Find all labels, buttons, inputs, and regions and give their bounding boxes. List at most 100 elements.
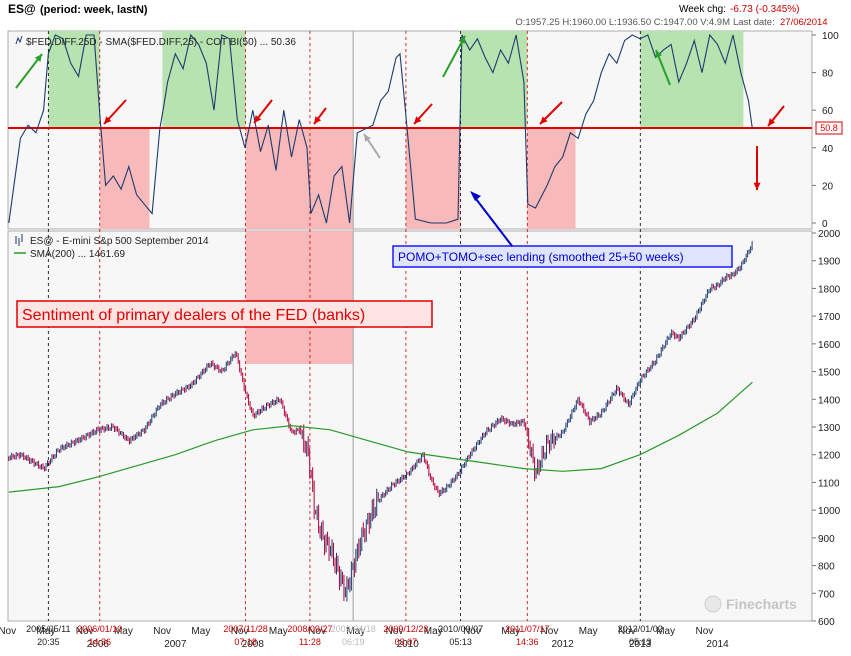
event-time-label: 20:35 bbox=[37, 637, 60, 647]
price-tick-label: 2000 bbox=[818, 229, 841, 240]
year-tick-label: 2008 bbox=[242, 639, 265, 650]
event-time-label: 03:07 bbox=[395, 637, 418, 647]
month-tick-label: May bbox=[114, 626, 133, 637]
crisis-zone bbox=[245, 231, 354, 364]
month-tick-label: May bbox=[579, 626, 598, 637]
sma-line bbox=[8, 381, 753, 493]
sell-arrow-head-icon bbox=[314, 116, 322, 124]
sell-arrow-head-icon bbox=[540, 116, 548, 124]
week-change-label: Week chg: bbox=[679, 4, 726, 15]
event-time-label: 05:13 bbox=[449, 637, 472, 647]
month-tick-label: May bbox=[346, 626, 365, 637]
buy-arrow-head-icon bbox=[655, 50, 662, 58]
month-tick-label: Nov bbox=[463, 626, 481, 637]
sell-arrow-head-icon bbox=[753, 182, 761, 190]
month-tick-label: May bbox=[424, 626, 443, 637]
month-tick-label: Nov bbox=[153, 626, 171, 637]
last-date-value: 27/06/2014 bbox=[780, 17, 828, 28]
price-tick-label: 900 bbox=[818, 534, 835, 545]
buy-arrow-head-icon bbox=[34, 54, 42, 62]
ohlc-readout: O:1957.25 H:1960.00 L:1936.50 C:1947.00 … bbox=[515, 17, 730, 28]
sell-arrow-head-icon bbox=[414, 116, 422, 124]
year-tick-label: 2010 bbox=[397, 639, 420, 650]
pomo-arrowhead-icon bbox=[470, 191, 481, 201]
watermark-text: Finecharts bbox=[726, 596, 797, 612]
pomo-pointer-arrow bbox=[472, 194, 513, 247]
price-panel bbox=[7, 230, 813, 622]
pomo-annotation-text: POMO+TOMO+sec lending (smoothed 25+50 we… bbox=[398, 250, 684, 264]
event-time-label: 06:19 bbox=[342, 637, 365, 647]
price-tick-label: 1300 bbox=[818, 423, 841, 434]
neutral-arrow-head-icon bbox=[364, 134, 371, 142]
bearish-zone bbox=[245, 128, 354, 229]
event-date-label: 2009/12/23 bbox=[383, 624, 428, 634]
event-date-label: 2010/09/07 bbox=[438, 624, 483, 634]
price-tick-label: 1600 bbox=[818, 340, 841, 351]
oscillator-tick-label: 100 bbox=[822, 31, 839, 42]
oscillator-tick-label: 20 bbox=[822, 181, 834, 192]
month-tick-label: May bbox=[656, 626, 675, 637]
price-tick-label: 1100 bbox=[818, 478, 840, 489]
event-date-label: 2005/05/11 bbox=[26, 624, 70, 634]
price-tick-label: 1000 bbox=[818, 506, 841, 517]
bullish-zone bbox=[460, 31, 528, 128]
bar-series-icon bbox=[15, 234, 23, 246]
oscillator-tick-label: 80 bbox=[822, 69, 834, 80]
month-tick-label: Nov bbox=[618, 626, 636, 637]
year-tick-label: 2007 bbox=[164, 639, 187, 650]
oscillator-series bbox=[8, 33, 753, 224]
oscillator-tick-label: 40 bbox=[822, 144, 834, 155]
sentiment-annotation-text: Sentiment of primary dealers of the FED … bbox=[22, 307, 365, 324]
year-tick-label: 2013 bbox=[629, 639, 652, 650]
week-change-value: -6.73 (-0.345%) bbox=[730, 4, 799, 15]
sentiment-annotation-box bbox=[16, 300, 433, 328]
month-tick-label: May bbox=[191, 626, 210, 637]
line-series-icon bbox=[15, 35, 23, 45]
threshold-badge bbox=[815, 121, 843, 135]
price-legend-text: ES@ - E-mini S&p 500 September 2014 bbox=[30, 236, 209, 247]
symbol-label: ES@ bbox=[8, 2, 36, 16]
event-date-label: 2008/09/27 bbox=[287, 624, 332, 634]
bullish-zone bbox=[48, 31, 100, 128]
price-tick-label: 600 bbox=[818, 617, 835, 628]
price-tick-label: 1400 bbox=[818, 395, 841, 406]
event-date-label: 2006/01/10 bbox=[77, 624, 122, 634]
month-tick-label: Nov bbox=[76, 626, 94, 637]
month-tick-label: Nov bbox=[0, 626, 16, 637]
year-tick-label: 2006 bbox=[87, 639, 110, 650]
price-tick-label: 1900 bbox=[818, 257, 841, 268]
oscillator-tick-label: 60 bbox=[822, 106, 834, 117]
period-label: (period: week, lastN) bbox=[40, 4, 148, 16]
buy-arrow bbox=[442, 35, 466, 78]
sell-arrow-head-icon bbox=[768, 118, 776, 126]
year-tick-label: 2012 bbox=[551, 639, 574, 650]
bullish-zone bbox=[162, 31, 246, 128]
finecharts-logo-icon bbox=[704, 595, 722, 613]
event-time-label: 05:13 bbox=[629, 637, 652, 647]
x-axis: Nov May Nov May Nov May Nov May Nov May Nov May Nov M… bbox=[0, 624, 729, 650]
bearish-zone bbox=[527, 128, 576, 229]
threshold-badge-value: 50.8 bbox=[820, 123, 838, 133]
price-tick-label: 1700 bbox=[818, 312, 841, 323]
sell-arrow-head-icon bbox=[104, 116, 112, 124]
signal-arrows bbox=[15, 35, 785, 190]
oscillator-line bbox=[8, 33, 753, 224]
oscillator-legend-text: $FED.DIFF.25D - SMA($FED.DIFF,25) - COT … bbox=[26, 37, 296, 48]
sma-legend-text: SMA(200) ... 1461.69 bbox=[30, 249, 125, 260]
month-tick-label: Nov bbox=[308, 626, 326, 637]
price-tick-label: 1800 bbox=[818, 284, 841, 295]
event-time-label: 14:36 bbox=[516, 637, 539, 647]
event-date-label: 2007/11/28 bbox=[223, 624, 267, 634]
oscillator-legend: $FED.DIFF.25D - SMA($FED.DIFF,25) - COT … bbox=[15, 35, 296, 48]
price-tick-label: 800 bbox=[818, 562, 835, 573]
price-series bbox=[8, 241, 753, 602]
last-date-label: Last date: bbox=[733, 17, 775, 28]
price-tick-label: 700 bbox=[818, 589, 835, 600]
event-date-label: 2011/07/17 bbox=[505, 624, 549, 634]
event-time-label: 11:28 bbox=[299, 637, 321, 647]
month-tick-label: May bbox=[269, 626, 288, 637]
month-tick-label: Nov bbox=[695, 626, 713, 637]
month-tick-label: Nov bbox=[386, 626, 404, 637]
